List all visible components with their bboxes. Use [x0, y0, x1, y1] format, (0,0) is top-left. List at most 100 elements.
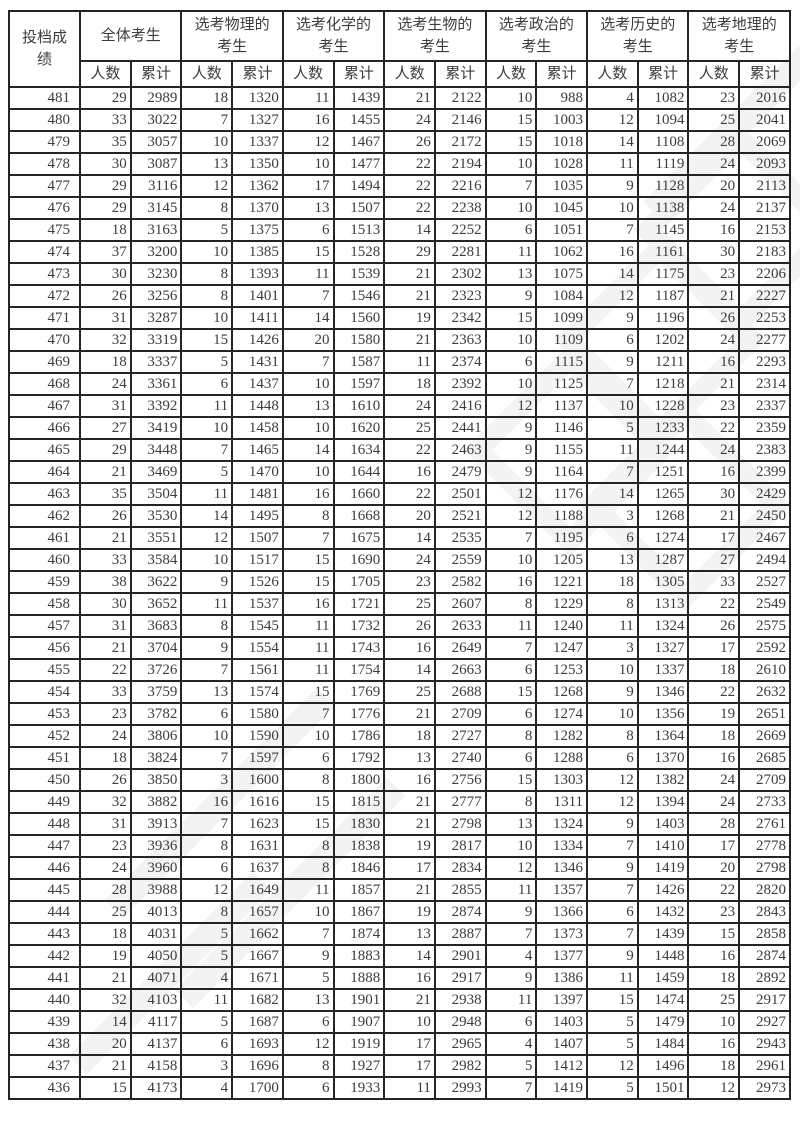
cumulative-cell: 1597	[231, 746, 284, 770]
cumulative-cell: 2798	[433, 812, 487, 836]
count-cell: 9	[586, 174, 639, 198]
cumulative-cell: 2559	[433, 548, 487, 572]
cumulative-cell: 3504	[129, 482, 183, 506]
count-cell: 21	[383, 262, 436, 286]
cumulative-cell: 1838	[332, 834, 386, 858]
count-cell: 26	[383, 130, 436, 154]
count-cell: 11	[383, 350, 436, 374]
cumulative-cell: 2843	[738, 900, 791, 924]
count-cell: 14	[383, 526, 436, 550]
count-cell: 15	[484, 680, 538, 704]
count-cell: 5	[180, 460, 234, 484]
count-cell: 18	[687, 1054, 741, 1078]
cumulative-cell: 1631	[231, 834, 284, 858]
cumulative-cell: 3419	[129, 416, 183, 440]
cumulative-cell: 1411	[231, 306, 284, 330]
count-cell: 18	[687, 966, 741, 990]
cumulative-cell: 1432	[636, 900, 690, 924]
cumulative-cell: 2892	[738, 966, 791, 990]
cumulative-cell: 3361	[129, 372, 183, 396]
cumulative-cell: 2277	[738, 328, 791, 352]
header-group: 选考生物的考生	[383, 10, 487, 62]
table-row: 458 30 3652 11 1537 16 1721 25 2607 8 1229 8 1313 22 2…	[8, 592, 791, 616]
count-cell: 33	[79, 108, 132, 132]
cumulative-cell: 2965	[433, 1032, 487, 1056]
count-cell: 31	[79, 394, 132, 418]
cumulative-cell: 1732	[332, 614, 386, 638]
count-cell: 19	[383, 900, 436, 924]
header-group: 选考历史的考生	[586, 10, 690, 62]
count-cell: 6	[484, 658, 538, 682]
table-row: 472 26 3256 8 1401 7 1546 21 2323 9 1084 12 1187 21 22…	[8, 284, 791, 308]
cumulative-cell: 1439	[636, 922, 690, 946]
cumulative-cell: 1448	[231, 394, 284, 418]
count-cell: 15	[687, 922, 741, 946]
count-cell: 10	[484, 328, 538, 352]
cumulative-cell: 2363	[433, 328, 487, 352]
count-cell: 11	[281, 262, 335, 286]
cumulative-cell: 1696	[231, 1054, 284, 1078]
count-cell: 33	[687, 570, 741, 594]
count-cell: 8	[180, 262, 234, 286]
cumulative-cell: 1426	[636, 878, 690, 902]
cumulative-cell: 3469	[129, 460, 183, 484]
count-cell: 32	[79, 328, 132, 352]
score-cell: 445	[8, 878, 81, 902]
cumulative-cell: 2216	[433, 174, 487, 198]
count-cell: 4	[180, 966, 234, 990]
count-cell: 32	[79, 790, 132, 814]
count-cell: 7	[586, 460, 639, 484]
cumulative-cell: 1927	[332, 1054, 386, 1078]
cumulative-cell: 1537	[231, 592, 284, 616]
table-row: 461 21 3551 12 1507 7 1675 14 2535 7 1195 6 1274 17 24…	[8, 526, 791, 550]
count-cell: 12	[180, 174, 234, 198]
count-cell: 5	[586, 1032, 639, 1056]
cumulative-cell: 1496	[636, 1054, 690, 1078]
count-cell: 24	[687, 790, 741, 814]
count-cell: 29	[79, 438, 132, 462]
count-cell: 6	[180, 702, 234, 726]
cumulative-cell: 2399	[738, 460, 791, 484]
count-cell: 13	[180, 680, 234, 704]
count-cell: 7	[281, 350, 335, 374]
cumulative-cell: 1546	[332, 284, 386, 308]
count-cell: 11	[586, 614, 639, 638]
cumulative-cell: 3759	[129, 680, 183, 704]
cumulative-cell: 1419	[535, 1076, 589, 1100]
count-cell: 8	[586, 592, 639, 616]
count-cell: 35	[79, 482, 132, 506]
score-cell: 471	[8, 306, 81, 330]
cumulative-cell: 2855	[433, 878, 487, 902]
count-cell: 21	[383, 790, 436, 814]
count-cell: 6	[180, 1032, 234, 1056]
count-cell: 9	[586, 944, 639, 968]
cumulative-cell: 2973	[738, 1076, 791, 1100]
cumulative-cell: 2441	[433, 416, 487, 440]
cumulative-cell: 1119	[636, 152, 690, 176]
cumulative-cell: 2917	[738, 988, 791, 1012]
cumulative-cell: 2194	[433, 152, 487, 176]
cumulative-cell: 1517	[231, 548, 284, 572]
cumulative-cell: 1705	[332, 570, 386, 594]
count-cell: 26	[79, 504, 132, 528]
count-cell: 3	[180, 1054, 234, 1078]
score-cell: 460	[8, 548, 81, 572]
count-cell: 9	[586, 306, 639, 330]
count-cell: 14	[383, 658, 436, 682]
score-cell: 472	[8, 284, 81, 308]
count-cell: 18	[79, 350, 132, 374]
table-row: 442 19 4050 5 1667 9 1883 14 2901 4 1377 9 1448 16 287…	[8, 944, 791, 968]
count-cell: 14	[79, 1010, 132, 1034]
cumulative-cell: 1431	[231, 350, 284, 374]
cumulative-cell: 2383	[738, 438, 791, 462]
count-cell: 8	[180, 834, 234, 858]
score-cell: 469	[8, 350, 81, 374]
cumulative-cell: 1933	[332, 1076, 386, 1100]
count-cell: 11	[281, 614, 335, 638]
cumulative-cell: 2817	[433, 834, 487, 858]
count-cell: 9	[180, 636, 234, 660]
score-cell: 475	[8, 218, 81, 242]
count-cell: 14	[586, 262, 639, 286]
count-cell: 29	[79, 86, 132, 110]
count-cell: 18	[586, 570, 639, 594]
